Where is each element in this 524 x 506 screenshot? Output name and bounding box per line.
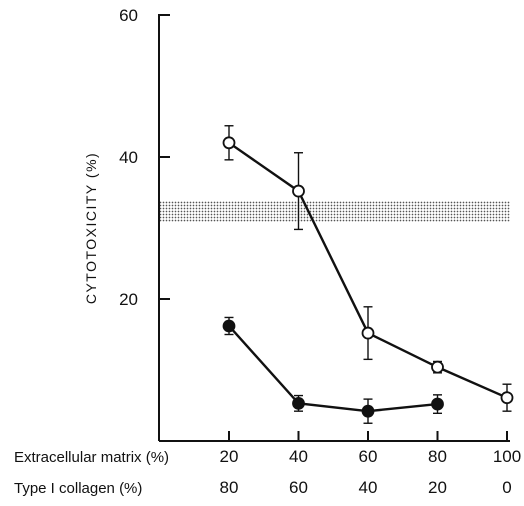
data-point-filled: [222, 319, 236, 333]
series-1: [222, 316, 444, 424]
x-tick-label: 80: [428, 447, 447, 466]
data-point-open: [500, 391, 514, 405]
x-axis-ticks: [228, 431, 508, 441]
x-axis-row-labels: Extracellular matrix (%) 20 40 60 80 100 Type …: [14, 447, 521, 497]
y-tick-label: 60: [119, 6, 138, 25]
series-line: [228, 325, 438, 413]
series-layer: [222, 125, 514, 424]
data-point-filled: [292, 396, 305, 410]
data-point-filled: [361, 404, 375, 418]
x-tick-label: 20: [428, 478, 447, 497]
y-axis-label: CYTOTOXICITY (%): [83, 152, 99, 304]
x-tick-label: 100: [493, 447, 521, 466]
series-0: [222, 125, 514, 412]
x-tick-label: 40: [289, 447, 308, 466]
x-tick-label: 60: [289, 478, 308, 497]
y-tick-label: 20: [119, 290, 138, 309]
x-row-name: Type I collagen (%): [14, 480, 142, 497]
data-point-open: [361, 326, 375, 340]
x-tick-label: 80: [220, 478, 239, 497]
data-point-open: [292, 184, 305, 198]
data-point-filled: [431, 397, 444, 411]
reference-band: [159, 201, 510, 222]
y-tick-label: 40: [119, 148, 138, 167]
x-tick-label: 60: [359, 447, 378, 466]
x-tick-label: 20: [220, 447, 239, 466]
y-axis-ticks: 20 40 60: [119, 6, 170, 309]
reference-band-layer: [159, 201, 510, 222]
x-row-name: Extracellular matrix (%): [14, 449, 169, 466]
data-point-open: [431, 360, 444, 374]
data-point-open: [222, 136, 236, 150]
x-tick-label: 0: [502, 478, 511, 497]
x-tick-label: 40: [359, 478, 378, 497]
